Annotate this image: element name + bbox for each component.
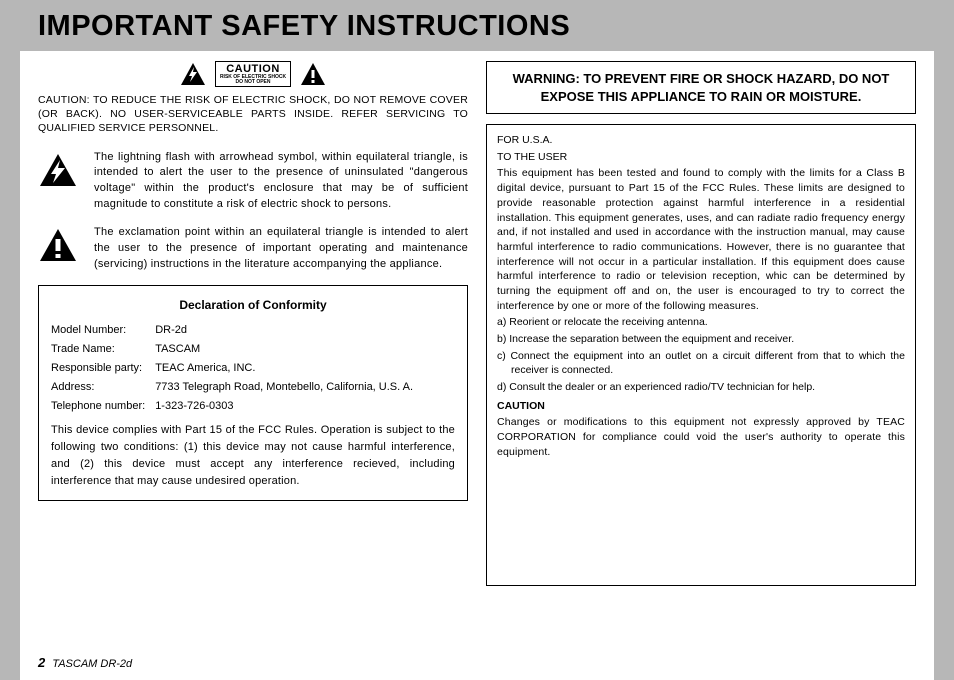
decl-key: Address: (51, 378, 155, 397)
title-bar: IMPORTANT SAFETY INSTRUCTIONS (20, 0, 934, 51)
lightning-explain-row: The lightning flash with arrowhead symbo… (38, 150, 468, 214)
caution-label-row: CAUTION RISK OF ELECTRIC SHOCK DO NOT OP… (38, 61, 468, 87)
page-number: 2 (38, 655, 45, 670)
left-column: CAUTION RISK OF ELECTRIC SHOCK DO NOT OP… (38, 61, 468, 586)
footer-model: TASCAM DR-2d (52, 658, 132, 670)
declaration-box: Declaration of Conformity Model Number:D… (38, 285, 468, 501)
caution-box-label: CAUTION RISK OF ELECTRIC SHOCK DO NOT OP… (215, 61, 291, 87)
declaration-body: This device complies with Part 15 of the… (51, 422, 455, 490)
fcc-measure: d) Consult the dealer or an experienced … (497, 380, 905, 395)
decl-row: Responsible party:TEAC America, INC. (51, 359, 413, 378)
decl-row: Address:7733 Telegraph Road, Montebello,… (51, 378, 413, 397)
decl-val: 1-323-726-0303 (155, 397, 413, 416)
fcc-caution-heading: CAUTION (497, 399, 905, 414)
content-columns: CAUTION RISK OF ELECTRIC SHOCK DO NOT OP… (20, 51, 934, 586)
exclaim-triangle-icon (300, 62, 326, 86)
decl-row: Model Number:DR-2d (51, 321, 413, 340)
decl-key: Trade Name: (51, 340, 155, 359)
caution-sub2: DO NOT OPEN (220, 80, 286, 85)
right-column: WARNING: TO PREVENT FIRE OR SHOCK HAZARD… (486, 61, 916, 586)
fcc-box: FOR U.S.A. TO THE USER This equipment ha… (486, 124, 916, 586)
fcc-body: This equipment has been tested and found… (497, 166, 905, 313)
lightning-text: The lightning flash with arrowhead symbo… (94, 150, 468, 214)
decl-key: Model Number: (51, 321, 155, 340)
page-footer: 2 TASCAM DR-2d (38, 655, 132, 670)
fcc-to-user: TO THE USER (497, 150, 905, 165)
exclaim-text: The exclamation point within an equilate… (94, 225, 468, 273)
decl-val: DR-2d (155, 321, 413, 340)
decl-val: 7733 Telegraph Road, Montebello, Califor… (155, 378, 413, 397)
declaration-table: Model Number:DR-2d Trade Name:TASCAM Res… (51, 321, 413, 416)
exclaim-triangle-icon (38, 225, 78, 273)
fcc-measure: c) Connect the equipment into an outlet … (497, 349, 905, 378)
fcc-measure: b) Increase the separation between the e… (497, 332, 905, 347)
manual-page: IMPORTANT SAFETY INSTRUCTIONS CAUTION RI… (20, 0, 934, 680)
fcc-measure: a) Reorient or relocate the receiving an… (497, 315, 905, 330)
decl-key: Telephone number: (51, 397, 155, 416)
fcc-for-usa: FOR U.S.A. (497, 133, 905, 148)
warning-box: WARNING: TO PREVENT FIRE OR SHOCK HAZARD… (486, 61, 916, 114)
decl-key: Responsible party: (51, 359, 155, 378)
exclaim-explain-row: The exclamation point within an equilate… (38, 225, 468, 273)
decl-row: Trade Name:TASCAM (51, 340, 413, 359)
caution-text: CAUTION: TO REDUCE THE RISK OF ELECTRIC … (38, 93, 468, 136)
lightning-triangle-icon (38, 150, 78, 214)
decl-row: Telephone number:1-323-726-0303 (51, 397, 413, 416)
lightning-triangle-icon (180, 62, 206, 86)
fcc-caution-body: Changes or modifications to this equipme… (497, 415, 905, 459)
page-title: IMPORTANT SAFETY INSTRUCTIONS (38, 10, 916, 43)
decl-val: TASCAM (155, 340, 413, 359)
declaration-title: Declaration of Conformity (51, 296, 455, 315)
decl-val: TEAC America, INC. (155, 359, 413, 378)
